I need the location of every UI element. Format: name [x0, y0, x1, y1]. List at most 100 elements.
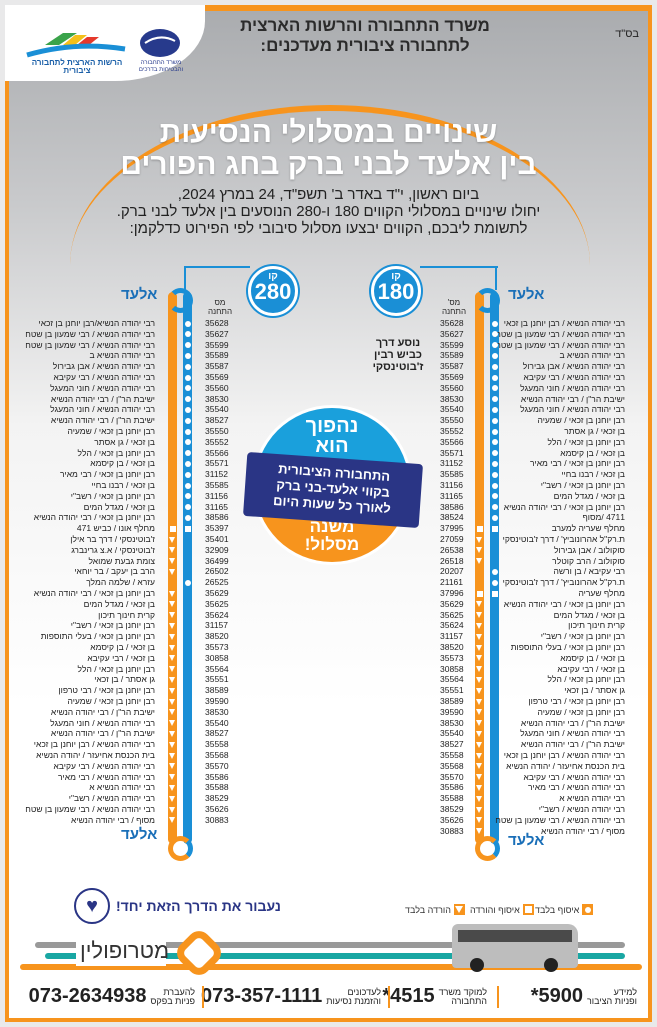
- stop-number: 35624: [205, 609, 229, 620]
- line-number: 280: [254, 279, 292, 304]
- dropoff-triangle-icon: [169, 601, 175, 608]
- stop-number: 31156: [440, 480, 464, 490]
- dropoff-triangle-icon: [169, 633, 175, 640]
- stop-number: 35573: [440, 652, 464, 663]
- line-180-elad-top: אלעד: [508, 286, 545, 303]
- note-line: נוסע דרך: [375, 337, 421, 349]
- stop-number: 35551: [440, 685, 464, 696]
- stop-name: רבי יהודה הנשיא ב: [89, 350, 155, 361]
- stop-number: 35551: [205, 674, 229, 685]
- stop-name: רבי יהודה הנשיא / רבי שמעון בן שטח: [25, 328, 155, 339]
- contact-number[interactable]: 073-357-1111: [201, 985, 323, 1007]
- stop-number: 35558: [205, 739, 229, 750]
- contact-updates: לעדכונים והזמנת נסיעות 073-357-1111: [201, 985, 381, 1008]
- pickup-dropoff-square-icon: [169, 525, 176, 532]
- stop-number: 38589: [205, 685, 229, 696]
- stop-name: רבי יהודה הנשיא / חוני המעגל: [50, 717, 155, 728]
- pickup-circle-icon: [491, 439, 498, 446]
- logo-graphics: [26, 29, 180, 58]
- ministry-line-1: משרד התחבורה והרשות הארצית: [240, 16, 490, 35]
- dropoff-triangle-icon: [169, 795, 175, 802]
- pickup-circle-icon: [184, 352, 191, 359]
- dropoff-triangle-icon: [169, 590, 175, 597]
- pickup-circle-icon: [491, 493, 498, 500]
- stop-name: מחלף שעריה למערב: [551, 523, 625, 534]
- dropoff-triangle-icon: [476, 828, 482, 835]
- dropoff-triangle-icon: [169, 676, 175, 683]
- triangle-icon: [453, 904, 465, 915]
- dropoff-triangle-icon: [476, 601, 482, 608]
- dropoff-triangle-icon: [169, 752, 175, 759]
- dropoff-triangle-icon: [169, 558, 175, 565]
- stop-name: רבן יוחנן בן זכאי / רשב"י: [70, 490, 155, 501]
- stop-number: 27059: [440, 534, 464, 544]
- stop-number: 31152: [205, 469, 229, 480]
- stop-number: 37996: [440, 588, 464, 598]
- stop-name: רבן יוחנן בן זכאי / רבי מאיר: [529, 458, 625, 469]
- authority-logo-text: הרשות הארצית לתחבורה ציבורית: [31, 58, 123, 75]
- line-180-elad-bottom: אלעד: [508, 832, 545, 849]
- start-ring-icon: [474, 288, 500, 313]
- stop-name: ישיבת הר"ן / רבי יהודה הנשיא: [50, 393, 155, 404]
- dropoff-triangle-icon: [476, 774, 482, 781]
- pickup-circle-icon: [491, 352, 498, 359]
- pickup-circle-icon: [184, 439, 191, 446]
- stop-number: 35624: [440, 620, 464, 631]
- slogan: נעבור את הדרך הזאת יחד!: [116, 898, 281, 914]
- contact-number[interactable]: *4515: [382, 985, 435, 1007]
- circle-icon: [582, 904, 594, 915]
- dropoff-triangle-icon: [476, 655, 482, 662]
- stop-name: מחלף שעריה: [578, 588, 625, 598]
- stop-name: עזרא / שלמה המלך: [86, 577, 155, 588]
- stop-name: סוקולוב / אבן גבירול: [553, 544, 625, 555]
- stop-number: 38586: [440, 501, 464, 512]
- intro-line-3: לתשומת ליבכם, הקווים יבצעו מסלול סיבובי …: [129, 220, 528, 237]
- dropoff-triangle-icon: [169, 763, 175, 770]
- stop-name: רבן יוחנן בן זכאי / רבי יהודה הנשיא: [503, 501, 625, 512]
- stop-number: 30858: [205, 652, 229, 663]
- stop-number: 21161: [440, 577, 464, 588]
- stop-name: רבן יוחנן בן זכאי / הלל: [547, 674, 625, 685]
- operator-bg: [76, 936, 166, 966]
- heart-handshake-icon: ♥: [74, 888, 110, 924]
- stop-name: רבן יוחנן בן זכאי / רבי יהודה הנשיא: [503, 598, 625, 609]
- stop-name: מחלף אונו / כביש 471: [76, 523, 155, 534]
- legend-label: איסוף והורדה: [470, 904, 520, 915]
- stop-name: בן זכאי / בן קיסמא: [90, 458, 155, 469]
- stop-name: ז'בוטינסקי / דרך בר אילן: [70, 534, 155, 544]
- stop-number: 38529: [440, 804, 464, 814]
- stop-name: ישיבת הר"ן / רבי יהודה הנשיא: [50, 706, 155, 717]
- legend-dropoff: הורדה בלבד: [405, 904, 465, 915]
- contact-label: לעדכונים והזמנת נסיעות: [326, 986, 381, 1006]
- stop-name: ת.רק"ל אהרונוביץ' / דרך ז'בוטינסקי: [502, 534, 625, 544]
- stop-number: 32909: [205, 544, 229, 555]
- stop-name: רבי יהודה הנשיא / חוני המעגל: [520, 382, 625, 393]
- stop-name: רבי יהודה הנשיא / רבן יוחנן בן זכאי: [33, 739, 155, 750]
- stop-name: רבן יוחנן בן זכאי / שמעיה: [537, 415, 626, 426]
- stop-name: רבי יהודה הנשיא / רבי שמעון בן שטח: [495, 814, 625, 825]
- dropoff-triangle-icon: [476, 666, 482, 673]
- pickup-circle-icon: [491, 320, 498, 327]
- badge-top-line: נהפוך: [305, 415, 359, 437]
- contact-number[interactable]: 073-2634938: [28, 985, 147, 1007]
- divider: [202, 986, 204, 1008]
- stop-number: 35552: [440, 426, 464, 436]
- dropoff-triangle-icon: [476, 644, 482, 651]
- stop-name: רבן יוחנן בן זכאי / רבי טרפון: [58, 685, 155, 696]
- stop-name: רבן יוחנן בן זכאי / שמעיה: [537, 706, 626, 717]
- contact-number[interactable]: *5900: [530, 985, 583, 1007]
- badge-top: נהפוך הוא: [255, 416, 409, 456]
- line-180-note: נוסע דרך כביש רבין ז'בוטינסקי: [368, 337, 428, 373]
- orange-route-line: [168, 292, 177, 844]
- stop-name: ישיבת הר"ן / רבי יהודה הנשיא: [520, 393, 625, 404]
- stop-number: 35627: [440, 328, 464, 339]
- dropoff-triangle-icon: [476, 720, 482, 727]
- blue-route-line: [490, 292, 499, 844]
- stop-name: הרב בן יעקב / בר יוחאי: [74, 566, 155, 577]
- contact-label: למידע ופניות הציבור: [586, 986, 637, 1006]
- dropoff-triangle-icon: [169, 644, 175, 651]
- kav-label: קו: [391, 271, 401, 282]
- pickup-circle-icon: [184, 363, 191, 370]
- stop-name: קרית חינוך תיכון: [98, 609, 155, 620]
- stop-number: 38530: [205, 393, 229, 404]
